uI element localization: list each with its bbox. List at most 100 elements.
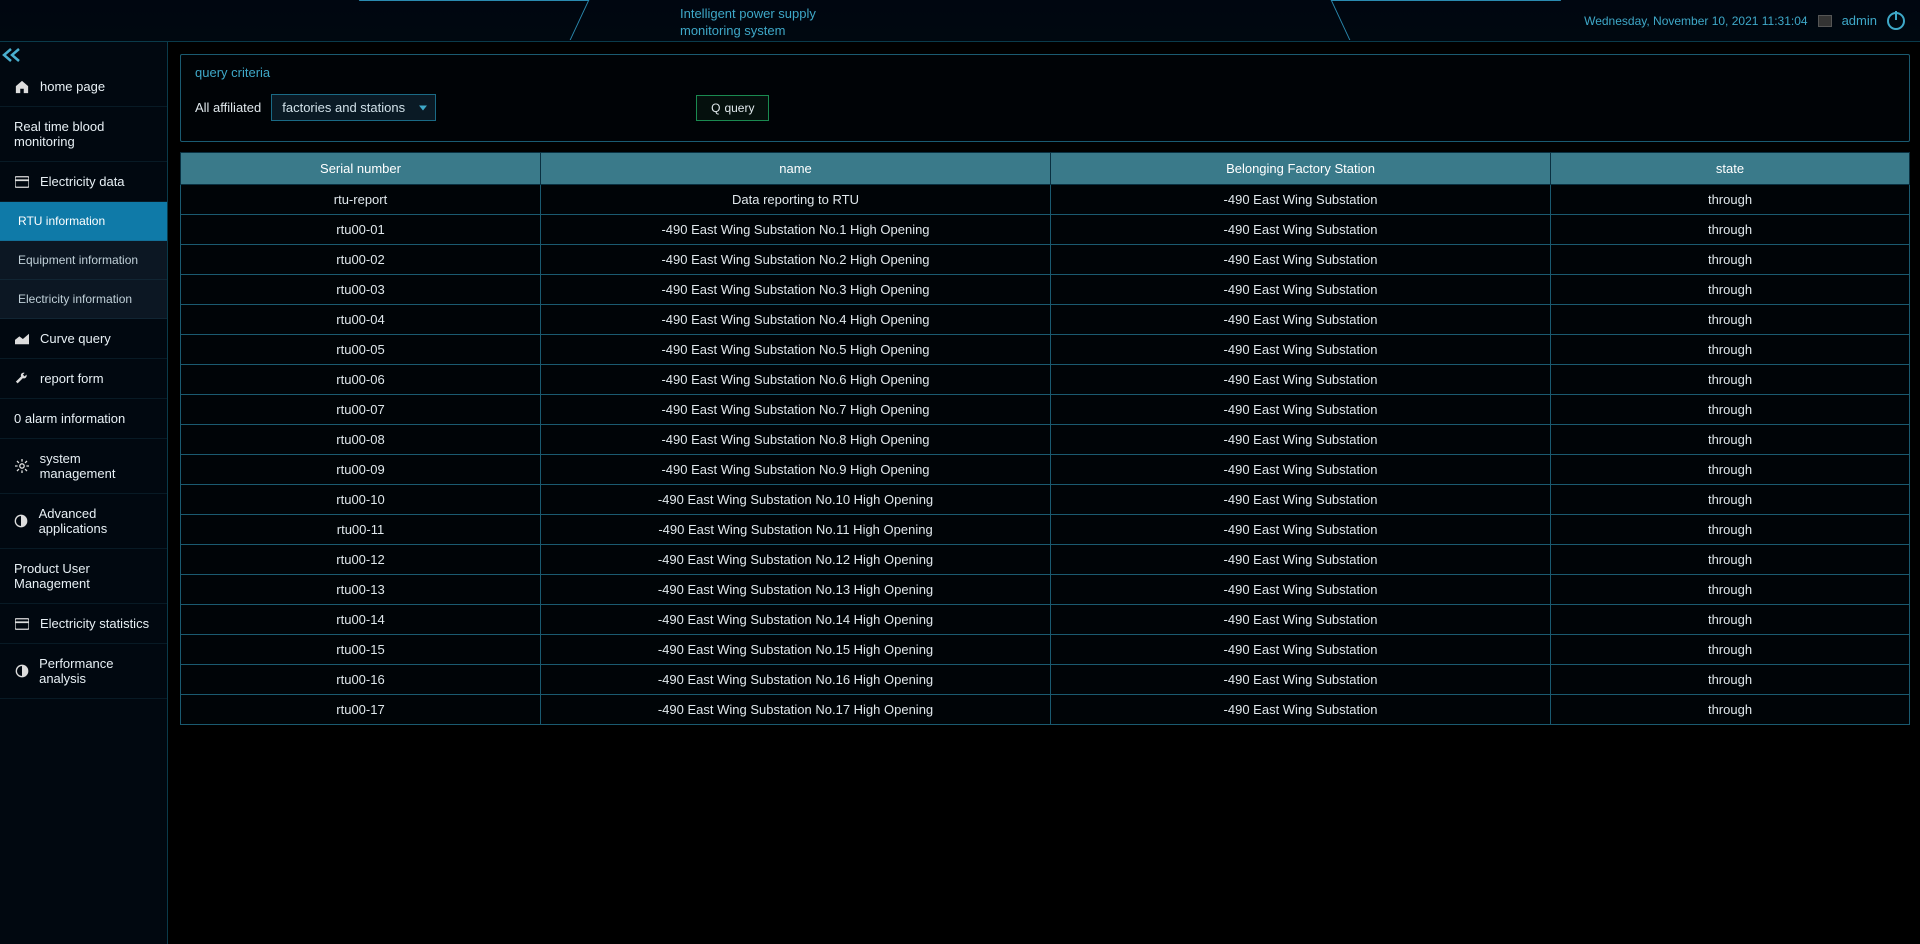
table-scroll-area[interactable]: Serial numbernameBelonging Factory Stati… (180, 152, 1910, 932)
sidebar-item-label: Electricity data (40, 174, 125, 189)
sidebar-item-0-alarm-information[interactable]: 0 alarm information (0, 399, 167, 439)
sidebar-item-real-time-blood-monitoring[interactable]: Real time blood monitoring (0, 107, 167, 162)
table-cell: through (1551, 575, 1910, 605)
table-cell: -490 East Wing Substation No.5 High Open… (541, 335, 1051, 365)
table-row[interactable]: rtu00-12-490 East Wing Substation No.12 … (181, 545, 1910, 575)
sidebar-item-electricity-data[interactable]: Electricity data (0, 162, 167, 202)
query-label: All affiliated (195, 100, 261, 115)
sidebar-item-label: Performance analysis (39, 656, 157, 686)
table-header-state: state (1551, 153, 1910, 185)
table-row[interactable]: rtu00-16-490 East Wing Substation No.16 … (181, 665, 1910, 695)
table-row[interactable]: rtu-reportData reporting to RTU-490 East… (181, 185, 1910, 215)
sidebar-item-label: Electricity statistics (40, 616, 149, 631)
table-cell: rtu00-13 (181, 575, 541, 605)
home-icon (14, 80, 30, 94)
query-row: All affiliated factories and stations Q … (195, 94, 1895, 121)
table-cell: -490 East Wing Substation No.4 High Open… (541, 305, 1051, 335)
sidebar-item-report-form[interactable]: report form (0, 359, 167, 399)
username-label[interactable]: admin (1842, 13, 1877, 28)
credit-icon (14, 176, 30, 188)
table-row[interactable]: rtu00-07-490 East Wing Substation No.7 H… (181, 395, 1910, 425)
table-cell: rtu00-09 (181, 455, 541, 485)
power-icon[interactable] (1887, 12, 1905, 30)
sidebar: home page Real time blood monitoring Elect… (0, 42, 168, 944)
table-cell: rtu00-12 (181, 545, 541, 575)
query-button[interactable]: Q query (696, 95, 769, 121)
table-row[interactable]: rtu00-13-490 East Wing Substation No.13 … (181, 575, 1910, 605)
sidebar-item-electricity-information[interactable]: Electricity information (0, 280, 167, 319)
sidebar-item-label: Equipment information (18, 253, 138, 267)
table-cell: through (1551, 305, 1910, 335)
search-icon: Q (711, 101, 720, 115)
main-layout: home page Real time blood monitoring Elect… (0, 42, 1920, 944)
table-cell: rtu00-14 (181, 605, 541, 635)
table-cell: -490 East Wing Substation (1051, 245, 1551, 275)
table-row[interactable]: rtu00-14-490 East Wing Substation No.14 … (181, 605, 1910, 635)
table-header-serial-number: Serial number (181, 153, 541, 185)
table-cell: -490 East Wing Substation (1051, 215, 1551, 245)
table-cell: rtu00-04 (181, 305, 541, 335)
table-row[interactable]: rtu00-08-490 East Wing Substation No.8 H… (181, 425, 1910, 455)
avatar-icon[interactable] (1818, 15, 1832, 27)
table-row[interactable]: rtu00-03-490 East Wing Substation No.3 H… (181, 275, 1910, 305)
header-bar: Intelligent power supply monitoring syst… (0, 0, 1920, 42)
table-cell: -490 East Wing Substation (1051, 515, 1551, 545)
sidebar-item-equipment-information[interactable]: Equipment information (0, 241, 167, 280)
rtu-table: Serial numbernameBelonging Factory Stati… (180, 152, 1910, 725)
table-cell: -490 East Wing Substation No.6 High Open… (541, 365, 1051, 395)
sidebar-collapse-icon[interactable] (2, 46, 24, 67)
sidebar-item-performance-analysis[interactable]: Performance analysis (0, 644, 167, 699)
table-row[interactable]: rtu00-04-490 East Wing Substation No.4 H… (181, 305, 1910, 335)
table-row[interactable]: rtu00-05-490 East Wing Substation No.5 H… (181, 335, 1910, 365)
factory-dropdown[interactable]: factories and stations (271, 94, 436, 121)
table-cell: rtu-report (181, 185, 541, 215)
sidebar-item-system-management[interactable]: system management (0, 439, 167, 494)
table-cell: -490 East Wing Substation No.17 High Ope… (541, 695, 1051, 725)
table-row[interactable]: rtu00-09-490 East Wing Substation No.9 H… (181, 455, 1910, 485)
table-cell: rtu00-11 (181, 515, 541, 545)
table-cell: rtu00-05 (181, 335, 541, 365)
table-cell: through (1551, 665, 1910, 695)
table-cell: -490 East Wing Substation No.16 High Ope… (541, 665, 1051, 695)
table-cell: -490 East Wing Substation (1051, 545, 1551, 575)
table-row[interactable]: rtu00-02-490 East Wing Substation No.2 H… (181, 245, 1910, 275)
table-row[interactable]: rtu00-06-490 East Wing Substation No.6 H… (181, 365, 1910, 395)
table-cell: -490 East Wing Substation (1051, 185, 1551, 215)
table-cell: -490 East Wing Substation No.1 High Open… (541, 215, 1051, 245)
sidebar-item-home-page[interactable]: home page (0, 67, 167, 107)
table-cell: rtu00-16 (181, 665, 541, 695)
table-cell: Data reporting to RTU (541, 185, 1051, 215)
table-header-name: name (541, 153, 1051, 185)
table-header-row: Serial numbernameBelonging Factory Stati… (181, 153, 1910, 185)
sidebar-item-label: Advanced applications (39, 506, 157, 536)
table-header-belonging-factory-station: Belonging Factory Station (1051, 153, 1551, 185)
table-cell: through (1551, 485, 1910, 515)
sidebar-item-advanced-applications[interactable]: Advanced applications (0, 494, 167, 549)
header-deco-right (1331, 0, 1580, 40)
table-row[interactable]: rtu00-10-490 East Wing Substation No.10 … (181, 485, 1910, 515)
table-cell: rtu00-06 (181, 365, 541, 395)
table-cell: -490 East Wing Substation No.13 High Ope… (541, 575, 1051, 605)
table-row[interactable]: rtu00-17-490 East Wing Substation No.17 … (181, 695, 1910, 725)
half-icon (14, 664, 29, 678)
table-cell: -490 East Wing Substation (1051, 635, 1551, 665)
table-cell: -490 East Wing Substation No.8 High Open… (541, 425, 1051, 455)
query-title: query criteria (195, 65, 1895, 80)
table-cell: -490 East Wing Substation No.3 High Open… (541, 275, 1051, 305)
sidebar-item-product-user-management[interactable]: Product User Management (0, 549, 167, 604)
sidebar-item-curve-query[interactable]: Curve query (0, 319, 167, 359)
table-cell: rtu00-15 (181, 635, 541, 665)
table-row[interactable]: rtu00-15-490 East Wing Substation No.15 … (181, 635, 1910, 665)
sidebar-item-label: 0 alarm information (14, 411, 125, 426)
table-cell: -490 East Wing Substation (1051, 365, 1551, 395)
table-row[interactable]: rtu00-11-490 East Wing Substation No.11 … (181, 515, 1910, 545)
sidebar-item-electricity-statistics[interactable]: Electricity statistics (0, 604, 167, 644)
table-cell: -490 East Wing Substation (1051, 695, 1551, 725)
table-cell: -490 East Wing Substation No.7 High Open… (541, 395, 1051, 425)
query-button-label: query (724, 101, 754, 115)
table-cell: rtu00-17 (181, 695, 541, 725)
sidebar-item-rtu-information[interactable]: RTU information (0, 202, 167, 241)
sidebar-item-label: Real time blood monitoring (14, 119, 157, 149)
table-row[interactable]: rtu00-01-490 East Wing Substation No.1 H… (181, 215, 1910, 245)
table-cell: -490 East Wing Substation (1051, 335, 1551, 365)
